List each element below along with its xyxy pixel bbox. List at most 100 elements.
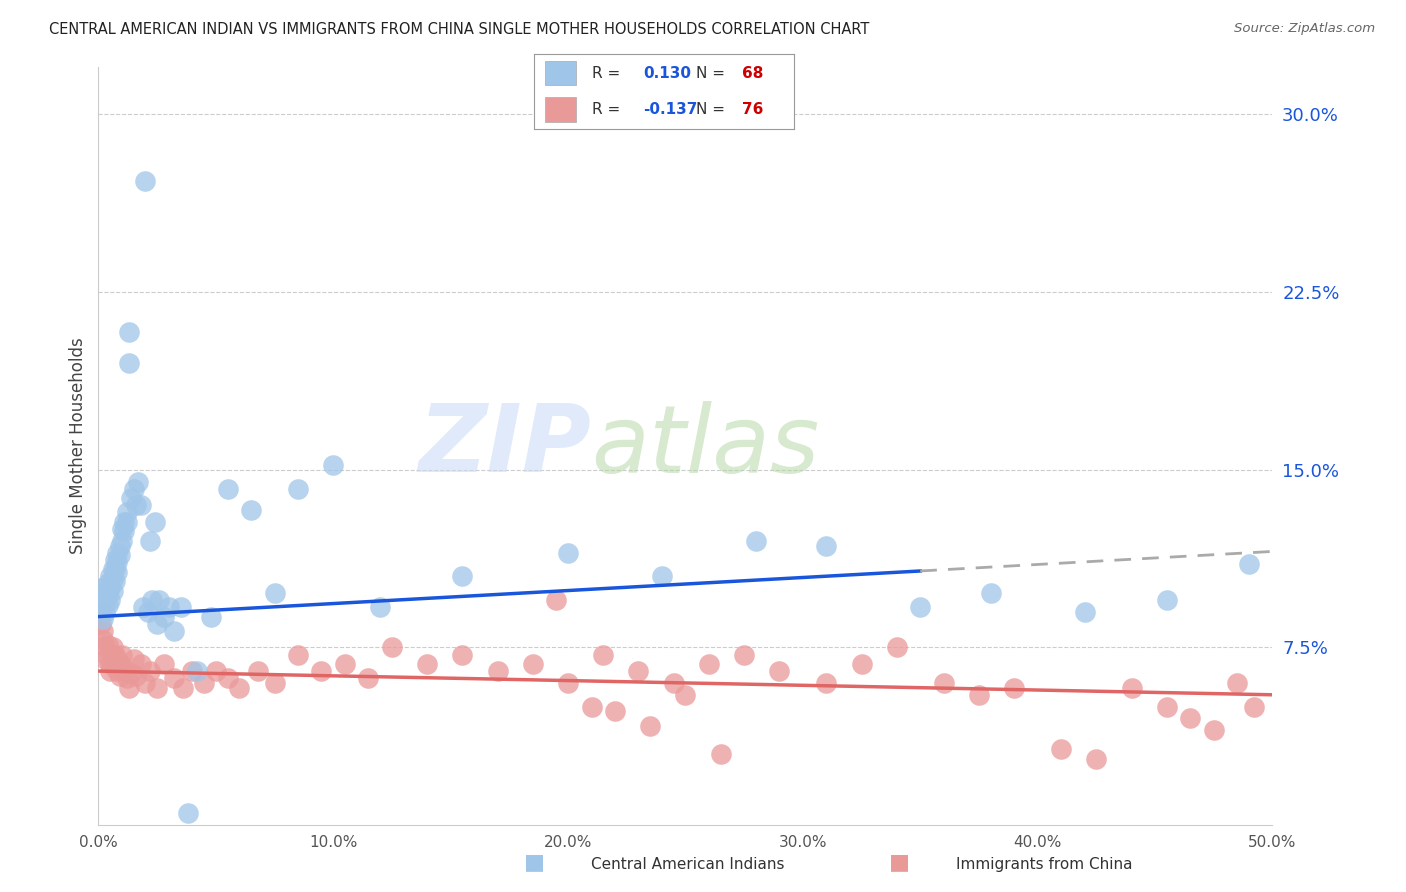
Point [91, 600, 114, 615]
Point [662, 676, 685, 690]
Y-axis label: Single Mother Households: Single Mother Households [69, 338, 87, 554]
Point [101, 572, 124, 586]
Point [94, 595, 117, 609]
Point [148, 593, 170, 607]
Point [98, 664, 121, 678]
Point [115, 671, 138, 685]
Point [91, 624, 114, 638]
Point [1156, 593, 1178, 607]
Point [115, 515, 138, 529]
Point [980, 586, 1002, 600]
Point [105, 664, 128, 678]
Point [1002, 681, 1025, 695]
Point [287, 648, 309, 662]
Point [104, 552, 127, 567]
Text: ZIP: ZIP [419, 400, 592, 492]
Point [134, 676, 156, 690]
Point [522, 657, 544, 671]
Point [287, 482, 309, 496]
Point [98, 581, 121, 595]
Point [118, 681, 141, 695]
Point [94, 586, 117, 600]
Point [205, 664, 228, 678]
Text: 68: 68 [742, 66, 763, 81]
Point [108, 657, 131, 671]
Text: R =: R = [592, 102, 624, 117]
Point [357, 671, 380, 685]
Point [240, 503, 263, 517]
Point [368, 600, 391, 615]
Point [122, 652, 145, 666]
Point [146, 681, 169, 695]
Point [146, 616, 169, 631]
Point [263, 586, 285, 600]
Point [139, 664, 162, 678]
Point [104, 648, 127, 662]
Point [111, 648, 134, 662]
Point [1085, 752, 1108, 766]
Point [90, 581, 112, 595]
Point [118, 326, 141, 340]
Point [97, 586, 120, 600]
Point [105, 546, 128, 560]
Point [97, 576, 120, 591]
Point [627, 664, 650, 678]
Point [101, 652, 124, 666]
Point [333, 657, 356, 671]
Point [486, 664, 509, 678]
Point [125, 498, 148, 512]
Point [651, 569, 673, 583]
Text: CENTRAL AMERICAN INDIAN VS IMMIGRANTS FROM CHINA SINGLE MOTHER HOUSEHOLDS CORREL: CENTRAL AMERICAN INDIAN VS IMMIGRANTS FR… [49, 22, 869, 37]
Point [105, 652, 128, 666]
Point [451, 648, 474, 662]
Point [136, 605, 159, 619]
Point [745, 533, 768, 548]
Point [141, 593, 163, 607]
Point [98, 593, 121, 607]
Text: R =: R = [592, 66, 624, 81]
Point [557, 676, 579, 690]
Text: ■: ■ [524, 853, 544, 872]
Point [91, 612, 114, 626]
Text: -0.137: -0.137 [644, 102, 697, 117]
Point [1202, 723, 1225, 738]
Point [105, 565, 128, 579]
Point [908, 600, 931, 615]
Point [546, 593, 568, 607]
Point [153, 609, 176, 624]
Point [162, 624, 184, 638]
Point [98, 657, 121, 671]
Point [127, 475, 149, 489]
Point [125, 669, 148, 683]
Point [157, 600, 180, 615]
Point [228, 681, 250, 695]
Point [1121, 681, 1143, 695]
Point [112, 664, 135, 678]
Point [111, 522, 134, 536]
Point [94, 605, 117, 619]
Point [710, 747, 733, 761]
Point [108, 539, 131, 553]
Point [91, 633, 114, 648]
Point [120, 491, 142, 505]
Text: N =: N = [696, 102, 730, 117]
Point [105, 555, 128, 569]
Point [815, 676, 838, 690]
FancyBboxPatch shape [544, 97, 576, 122]
Point [1180, 711, 1202, 725]
Point [139, 533, 162, 548]
FancyBboxPatch shape [544, 62, 576, 86]
Point [932, 676, 955, 690]
Text: Immigrants from China: Immigrants from China [956, 857, 1133, 872]
Point [200, 609, 222, 624]
Point [217, 482, 239, 496]
Point [101, 640, 124, 655]
Point [768, 664, 790, 678]
Point [217, 671, 239, 685]
Point [129, 657, 152, 671]
Point [311, 664, 333, 678]
Point [815, 539, 838, 553]
Point [104, 574, 127, 588]
Point [172, 681, 194, 695]
Point [108, 548, 131, 562]
